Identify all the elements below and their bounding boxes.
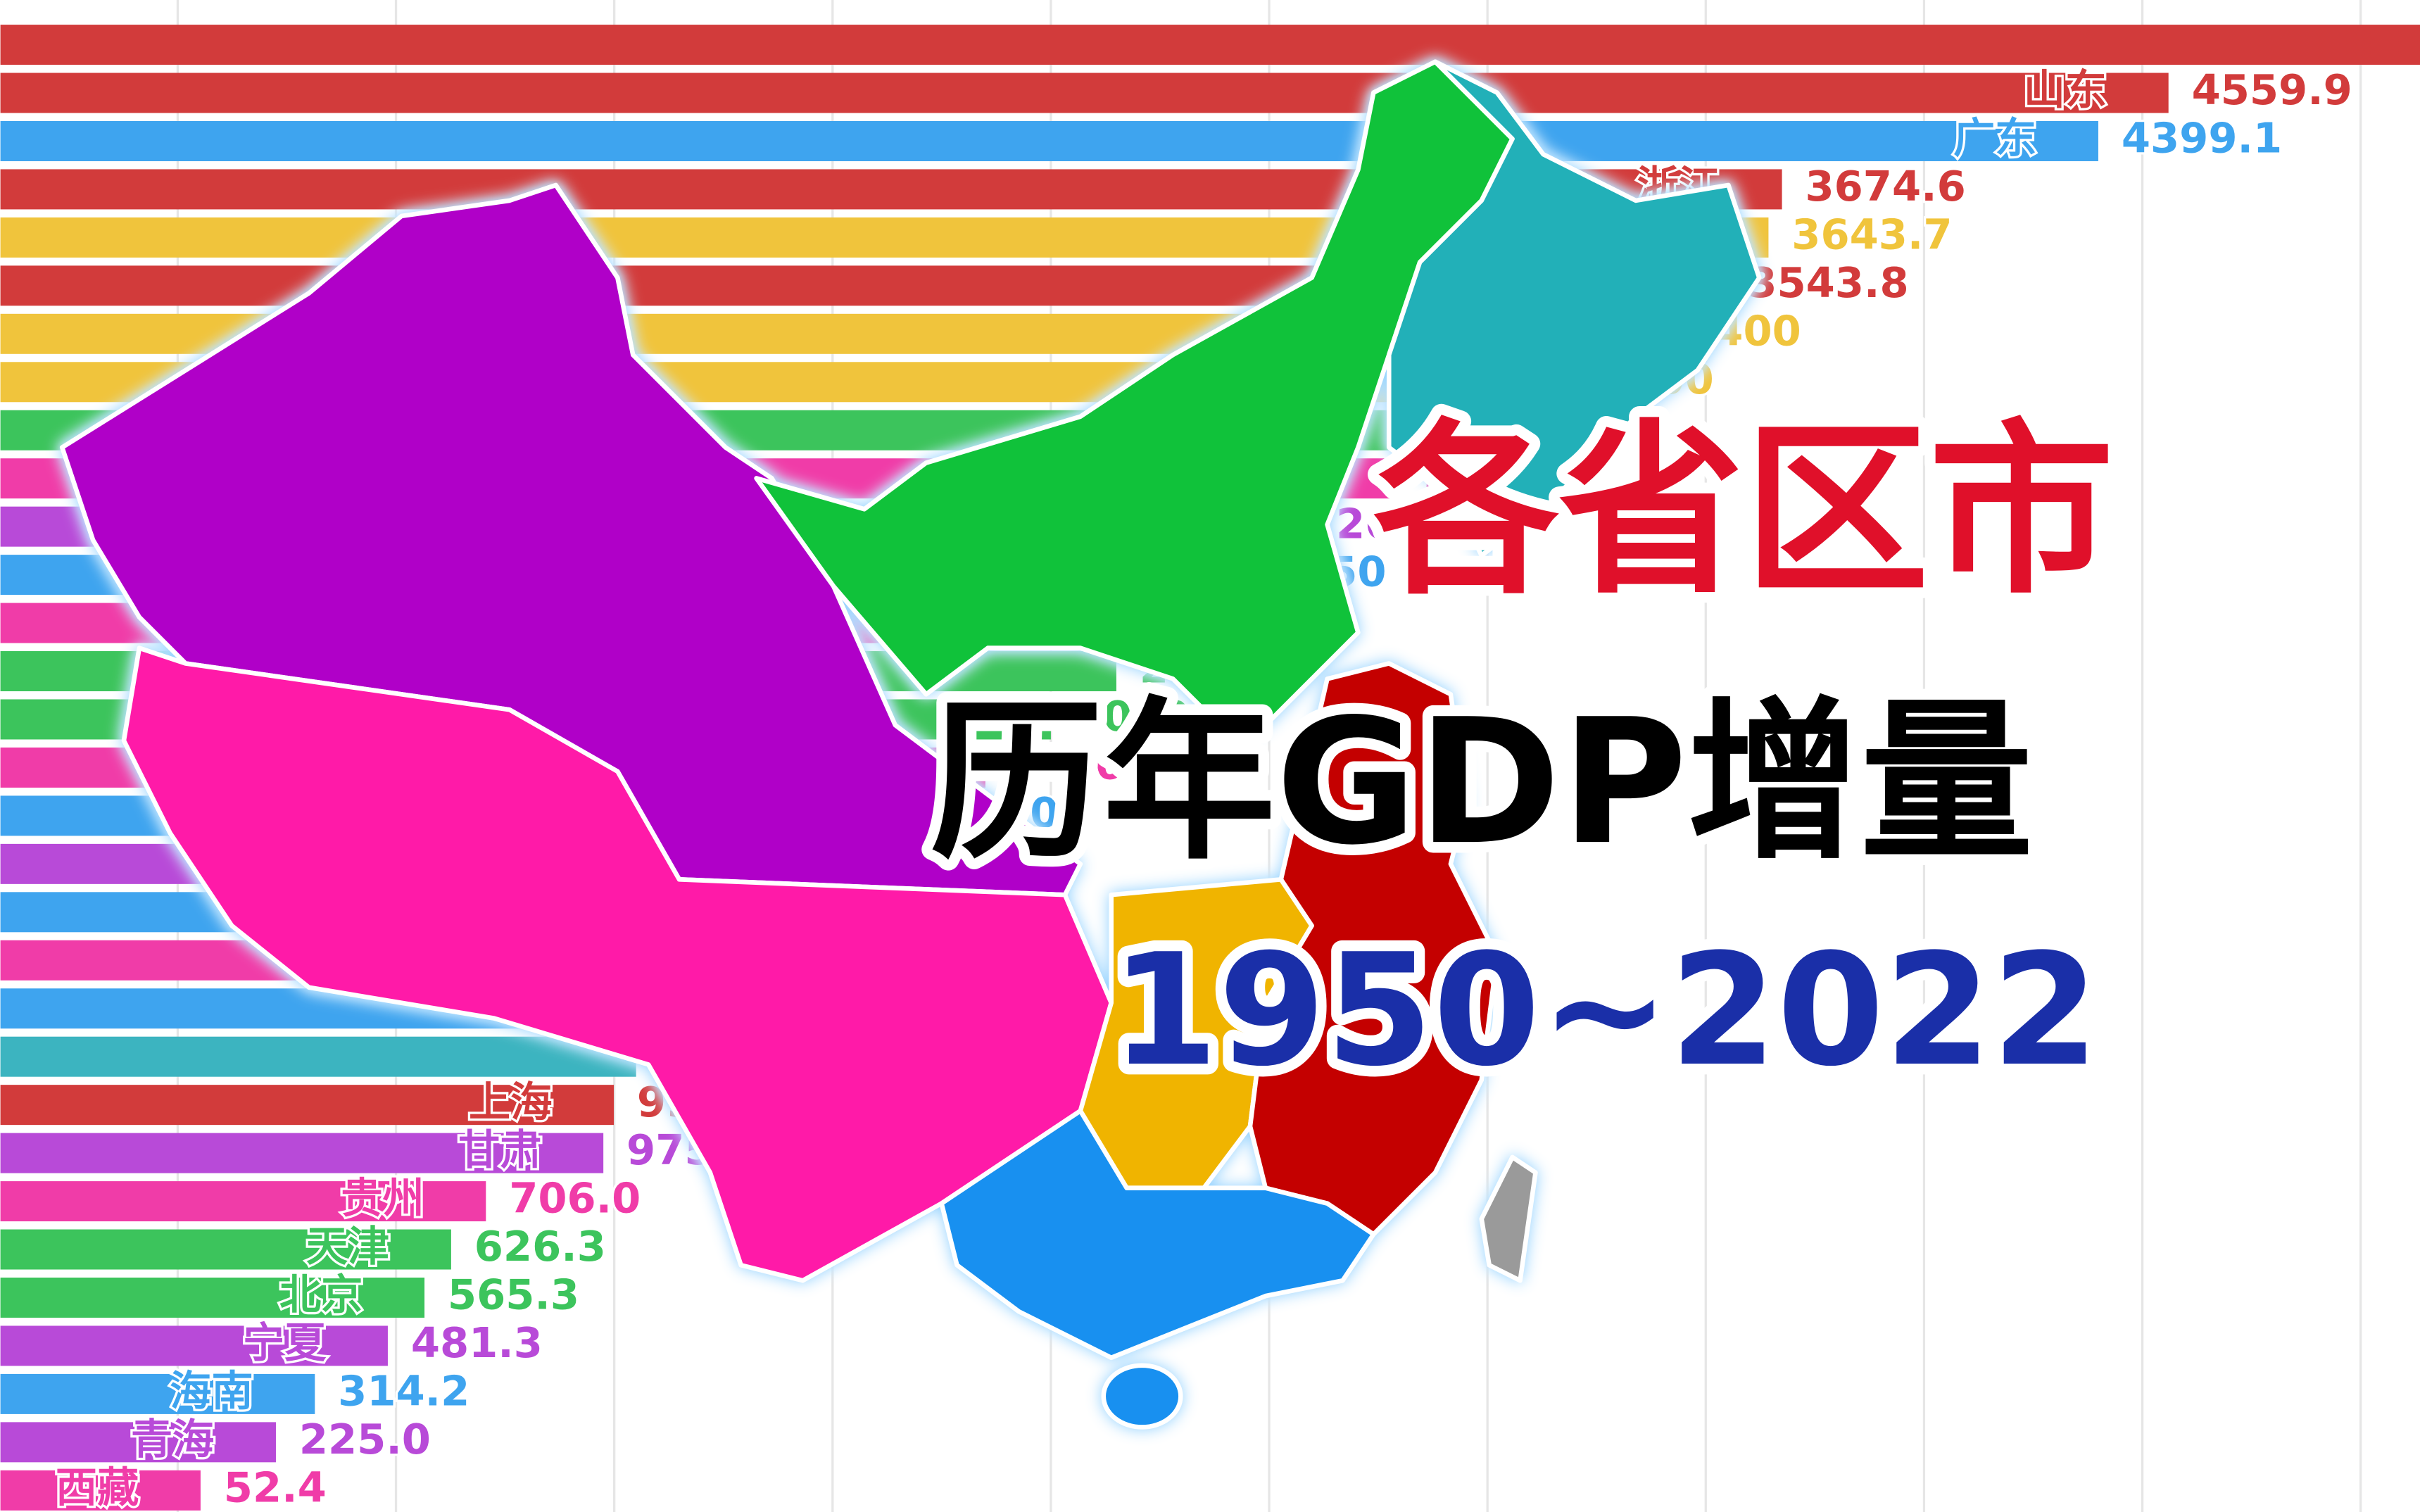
bar [0,25,2420,65]
category-label: 山东 [2024,65,2107,114]
value-label: 225.0 [299,1415,431,1463]
china-map [59,59,1762,1430]
category-label: 贵州 [341,1174,424,1223]
bar [0,1181,486,1222]
bar [0,1325,388,1366]
bar [0,1422,276,1463]
value-label: 565.3 [448,1271,579,1319]
category-label: 青海 [131,1415,214,1463]
category-label: 海南 [170,1367,253,1416]
value-label: 706.0 [509,1174,641,1223]
region-south [939,1108,1376,1361]
value-label: 2600 [1336,499,1452,548]
value-label: 3543.8 [1748,258,1908,307]
bar [0,1373,315,1414]
region-northeast [1386,59,1762,558]
bar [0,1277,425,1318]
category-label: 广东 [1953,114,2036,163]
category-label: 甘肃 [458,1126,541,1174]
value-label: 1850 [1009,741,1125,789]
value-label: 2000 [1074,692,1190,741]
bar [0,120,2098,161]
category-label: 宁夏 [243,1318,327,1367]
bar [0,1133,604,1173]
value-label: 4399.1 [2122,114,2282,163]
value-label: 314.2 [338,1367,469,1416]
region-hainan [1101,1363,1183,1430]
region-taiwan [1479,1154,1538,1283]
category-label: 西藏 [56,1463,139,1511]
value-label: 3674.6 [1805,162,1965,210]
category-label: 天津 [306,1222,389,1271]
category-label: 上海 [469,1078,552,1126]
bar [0,1036,636,1077]
annotation: 1950~2022 [1111,921,2099,1100]
region-southwest [121,645,1114,1283]
value-label: 3643.7 [1791,210,1952,259]
value-label: 626.3 [474,1222,606,1271]
bar [0,1470,201,1511]
subtitle: 历年GDP增量 [930,681,2033,883]
bar [0,1229,451,1270]
value-label: 4559.9 [2192,65,2352,114]
bar [0,1085,615,1126]
value-label: 481.3 [411,1318,543,1367]
value-label: 52.4 [224,1463,327,1511]
region-east [1247,661,1499,1237]
title: 各省区市 [1373,404,2114,619]
category-label: 北京 [279,1271,363,1319]
bar [0,73,2169,113]
